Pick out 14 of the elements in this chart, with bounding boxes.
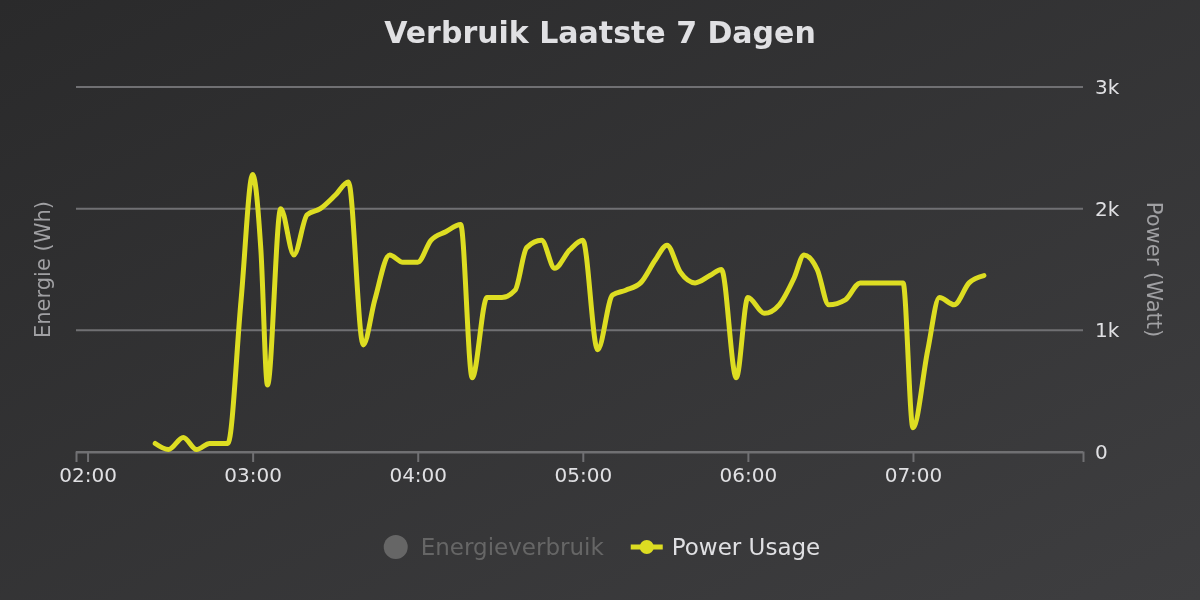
legend-label: Power Usage bbox=[671, 534, 821, 560]
x-tick-label: 03:00 bbox=[224, 463, 282, 488]
chart-title: Verbruik Laatste 7 Dagen bbox=[384, 15, 816, 50]
y2-axis-title: Power (Watt) bbox=[1142, 201, 1166, 338]
y2-tick-label: 2k bbox=[1095, 196, 1120, 221]
x-tick-label: 02:00 bbox=[59, 463, 117, 488]
y2-tick-label: 0 bbox=[1095, 439, 1108, 464]
x-tick-label: 07:00 bbox=[884, 463, 943, 488]
x-tick-label: 05:00 bbox=[554, 463, 613, 488]
y2-tick-label: 1k bbox=[1095, 318, 1120, 343]
y2-tick-label: 3k bbox=[1095, 74, 1120, 99]
y-axis-title: Energie (Wh) bbox=[31, 201, 55, 338]
x-tick-label: 06:00 bbox=[719, 463, 778, 488]
x-tick-label: 04:00 bbox=[389, 463, 448, 488]
